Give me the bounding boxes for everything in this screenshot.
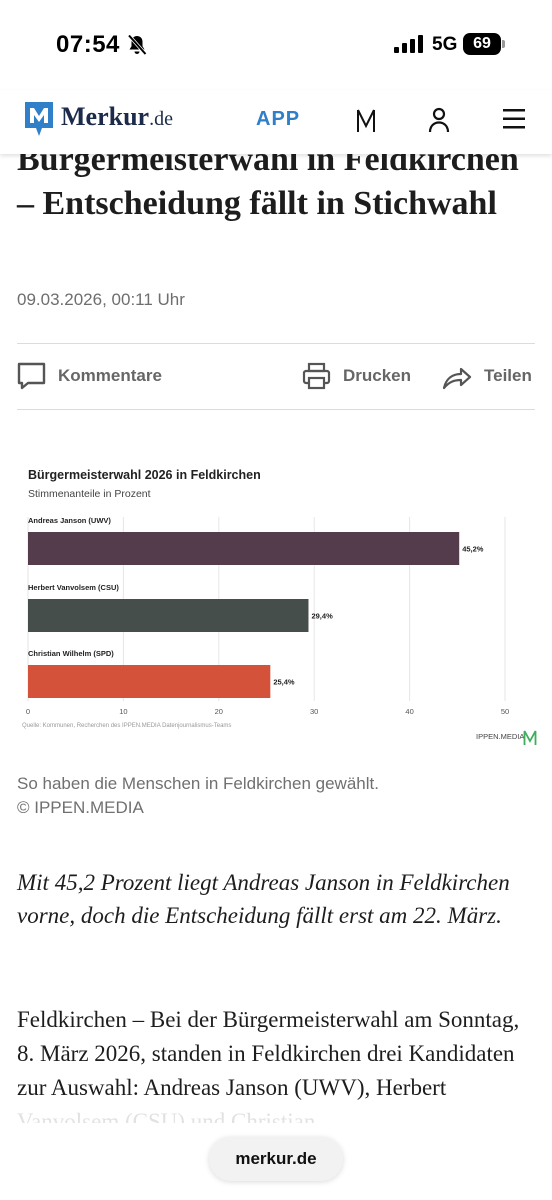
merkur-logo-text[interactable]: Merkur.de <box>61 102 173 132</box>
bell-muted-icon <box>127 34 147 56</box>
chart-x-tick-label: 30 <box>310 707 318 716</box>
article-date: 09.03.2026, 00:11 Uhr <box>17 290 185 309</box>
battery-icon: 69 <box>463 33 501 55</box>
user-icon[interactable] <box>428 107 450 133</box>
share-label: Teilen <box>484 366 532 385</box>
divider-bottom <box>17 409 535 410</box>
brand-main: Merkur <box>61 102 150 131</box>
signal-icon <box>394 35 423 53</box>
app-link[interactable]: APP <box>256 108 301 130</box>
election-chart: Bürgermeisterwahl 2026 in Feldkirchen St… <box>17 455 537 755</box>
brand-suffix: .de <box>149 108 173 130</box>
comments-button[interactable]: Kommentare <box>17 362 162 390</box>
network-type: 5G <box>432 34 458 55</box>
chart-subtitle: Stimmenanteile in Prozent <box>28 488 151 500</box>
battery-tip <box>502 40 505 48</box>
ippen-m-icon <box>523 730 537 745</box>
chart-x-tick-label: 50 <box>501 707 509 716</box>
chart-bar <box>28 665 271 698</box>
address-bar[interactable]: merkur.de <box>209 1137 343 1181</box>
chart-x-tick-label: 0 <box>26 707 30 716</box>
chart-source: Quelle: Kommunen, Recherchen des IPPEN.M… <box>22 723 232 729</box>
print-button[interactable]: Drucken <box>302 362 411 390</box>
status-bar: 07:54 5G 69 <box>0 0 552 90</box>
hamburger-menu-icon[interactable] <box>503 109 525 129</box>
chart-bar <box>28 532 460 565</box>
chart-x-tick-label: 20 <box>215 707 223 716</box>
comments-label: Kommentare <box>58 366 162 385</box>
address-url: merkur.de <box>235 1149 317 1168</box>
chart-plot: 0 10 20 30 40 50 Andreas Janson (UWV) 45,2% Herb… <box>26 516 509 716</box>
share-button[interactable]: Teilen <box>442 362 532 390</box>
chart-bar <box>28 599 309 632</box>
chart-x-tick-label: 40 <box>405 707 413 716</box>
chart-x-tick-label: 10 <box>119 707 127 716</box>
article-body: Feldkirchen – Bei der Bürgermeisterwahl … <box>17 1007 520 1123</box>
chart-category-label: Herbert Vanvolsem (CSU) <box>28 583 119 592</box>
battery-level: 69 <box>473 35 491 52</box>
article-lead: Mit 45,2 Prozent liegt Andreas Janson in… <box>17 870 510 928</box>
chart-brand: IPPEN.MEDIA <box>476 732 525 741</box>
status-time: 07:54 <box>56 31 120 58</box>
chart-value-label: 45,2% <box>462 545 484 554</box>
divider-top <box>17 343 535 344</box>
chart-title: Bürgermeisterwahl 2026 in Feldkirchen <box>28 468 261 482</box>
caption-credit: © IPPEN.MEDIA <box>17 798 144 817</box>
share-icon <box>442 367 472 390</box>
chart-category-label: Andreas Janson (UWV) <box>28 516 111 525</box>
comment-icon <box>17 362 46 390</box>
merkur-logo-icon[interactable] <box>23 100 55 138</box>
printer-icon <box>302 362 331 390</box>
chart-category-label: Christian Wilhelm (SPD) <box>28 649 114 658</box>
caption-text: So haben die Menschen in Feldkirchen gew… <box>17 774 379 793</box>
chart-value-label: 25,4% <box>273 678 295 687</box>
chart-value-label: 29,4% <box>311 612 333 621</box>
site-header: Merkur.de APP <box>0 90 552 154</box>
print-label: Drucken <box>343 366 412 385</box>
image-caption: So haben die Menschen in Feldkirchen gew… <box>17 772 537 820</box>
merkur-m-icon[interactable] <box>356 108 376 134</box>
